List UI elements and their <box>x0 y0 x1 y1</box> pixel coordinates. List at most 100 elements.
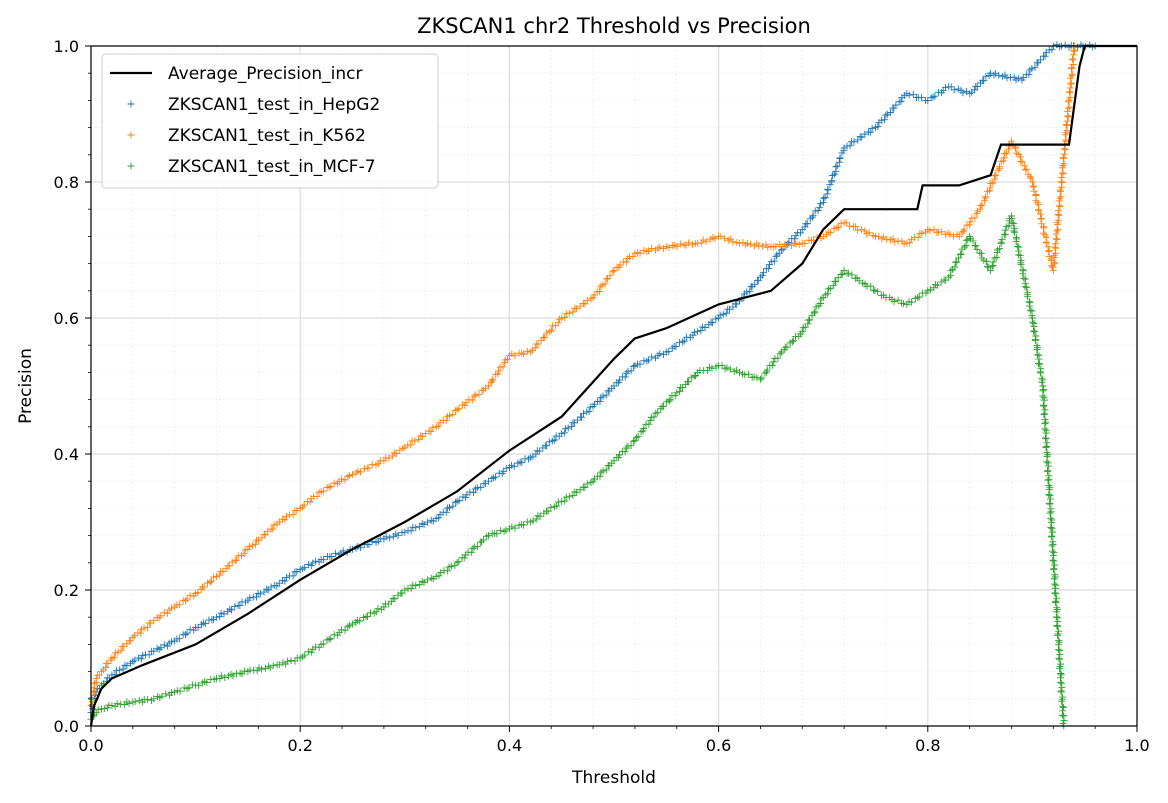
data-point <box>609 268 617 276</box>
data-point <box>755 242 763 250</box>
data-point <box>1056 663 1064 671</box>
data-point <box>665 397 673 405</box>
data-point <box>284 657 292 665</box>
data-point <box>167 638 175 646</box>
data-point <box>823 190 831 198</box>
data-point <box>871 287 879 295</box>
data-point <box>1058 683 1066 691</box>
data-point <box>596 472 604 480</box>
tick-labels: 0.0 0.2 0.4 0.6 0.8 1.0 0.0 0.2 0.4 0.6 0.8 1.0 <box>54 37 1150 755</box>
data-point <box>442 508 450 516</box>
data-point <box>774 354 782 362</box>
data-point <box>382 533 390 541</box>
data-point <box>723 364 731 372</box>
data-point <box>1056 194 1064 202</box>
data-point <box>1017 157 1025 165</box>
data-point <box>982 257 990 265</box>
data-point <box>281 516 289 524</box>
data-point <box>680 337 688 345</box>
data-point <box>802 220 810 228</box>
data-point <box>1026 299 1034 307</box>
data-point <box>1047 523 1055 531</box>
data-point <box>206 578 214 586</box>
data-point <box>891 238 899 246</box>
data-point <box>175 635 183 643</box>
data-point <box>848 271 856 279</box>
data-point <box>599 392 607 400</box>
data-point <box>701 323 709 331</box>
data-point <box>616 261 624 269</box>
data-point <box>1057 688 1065 696</box>
data-point <box>969 237 977 245</box>
data-point <box>337 475 345 483</box>
legend-swatch-marker <box>127 162 135 170</box>
data-point <box>789 337 797 345</box>
data-point <box>1040 386 1048 394</box>
legend-swatch-marker <box>127 100 135 108</box>
data-point <box>137 655 145 663</box>
x-tick-label: 0.4 <box>497 736 522 755</box>
data-point <box>282 512 290 520</box>
data-point <box>186 626 194 634</box>
data-point <box>677 240 685 248</box>
data-point <box>1057 193 1065 201</box>
data-point <box>145 651 153 659</box>
series-ZKSCAN1_test_in_MCF-7 <box>87 212 1068 730</box>
data-point <box>1045 491 1053 499</box>
data-point <box>320 556 328 564</box>
data-point <box>743 239 751 247</box>
data-point <box>1047 508 1055 516</box>
data-point <box>281 577 289 585</box>
data-point <box>380 603 388 611</box>
data-point <box>412 524 420 532</box>
x-axis-label: Threshold <box>571 768 656 788</box>
data-point <box>834 274 842 282</box>
data-point <box>747 240 755 248</box>
data-point <box>337 626 345 634</box>
data-point <box>1015 251 1023 259</box>
legend-label: ZKSCAN1_test_in_K562 <box>168 126 366 146</box>
data-point <box>1040 396 1048 404</box>
data-point <box>854 226 862 234</box>
legend-box <box>101 53 439 189</box>
data-point <box>91 679 99 687</box>
data-point <box>1054 631 1062 639</box>
data-point <box>394 531 402 539</box>
data-point <box>451 498 459 506</box>
data-point <box>368 461 376 469</box>
series-ZKSCAN1_test_in_K562 <box>87 42 1078 710</box>
data-point <box>569 308 577 316</box>
data-point <box>453 559 461 567</box>
data-point <box>1067 80 1075 88</box>
data-point <box>959 89 967 97</box>
data-point <box>250 666 258 674</box>
data-point <box>435 572 443 580</box>
data-point <box>136 629 144 637</box>
data-point <box>252 593 260 601</box>
data-point <box>304 561 312 569</box>
data-point <box>882 235 890 243</box>
data-point <box>837 219 845 227</box>
data-point <box>688 241 696 249</box>
data-point <box>117 647 125 655</box>
data-point <box>629 363 637 371</box>
data-point <box>407 441 415 449</box>
data-point <box>1028 65 1036 73</box>
data-point <box>878 235 886 243</box>
data-point <box>339 547 347 555</box>
data-point <box>1042 429 1050 437</box>
data-point <box>931 92 939 100</box>
data-point <box>856 133 864 141</box>
data-point <box>173 687 181 695</box>
data-point <box>1003 149 1011 157</box>
data-point <box>788 338 796 346</box>
data-point <box>1049 540 1057 548</box>
data-point <box>665 243 673 251</box>
data-point <box>942 276 950 284</box>
data-point <box>1051 259 1059 267</box>
legend: Average_Precision_incr ZKSCAN1_test_in_He… <box>101 53 439 189</box>
data-point <box>551 436 559 444</box>
data-point <box>820 194 828 202</box>
data-point <box>240 550 248 558</box>
data-point <box>747 283 755 291</box>
